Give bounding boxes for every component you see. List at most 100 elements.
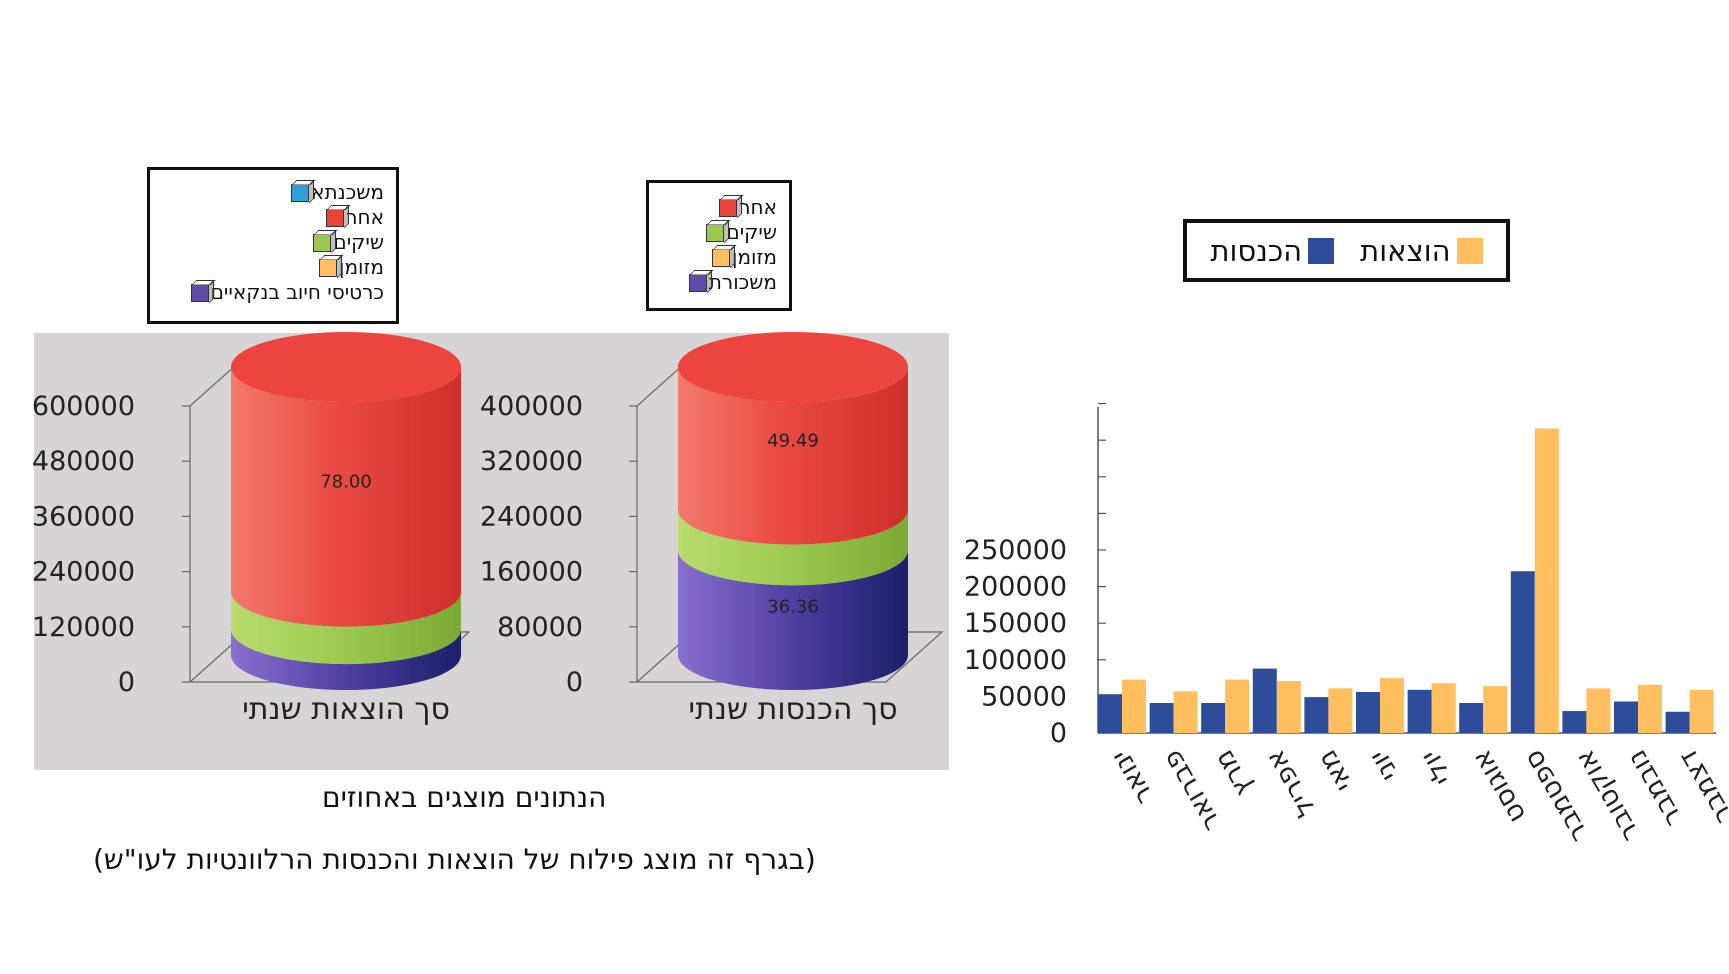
- legend-cube-icon: [719, 198, 738, 217]
- income-bar-7: [1407, 689, 1432, 733]
- expenses-bar-9: [1534, 428, 1559, 733]
- expenses-segment-אחר: [231, 367, 461, 627]
- month-label: מאי: [1311, 745, 1359, 797]
- chart-description: (בגרף זה מוצג פילוח של הוצאות והכנסות הר…: [93, 843, 816, 876]
- income-legend: אחר שיקים מזומן משכורת: [646, 180, 792, 311]
- monthly-tick-label: 150000: [964, 608, 1067, 639]
- month-label: יוני: [1363, 745, 1405, 787]
- expenses-category-label: סך הוצאות שנתי: [242, 692, 450, 727]
- legend-label-expenses: הוצאות: [1360, 233, 1451, 268]
- legend-cube-icon: [712, 248, 730, 267]
- monthly-legend: הוצאות הכנסות: [1183, 219, 1510, 282]
- expenses-bar-8: [1483, 686, 1508, 733]
- income-tick-label: 80000: [497, 612, 583, 643]
- income-data-label: 49.49: [767, 430, 819, 451]
- expenses-bar-2: [1173, 691, 1198, 733]
- income-bar-12: [1665, 711, 1690, 733]
- income-chart: 40000032000024000016000080000036.3614.14…: [480, 332, 944, 727]
- month-label: אוגוסט: [1466, 745, 1532, 829]
- expenses-bar-12: [1689, 689, 1714, 733]
- income-bar-10: [1562, 711, 1587, 733]
- percent-note: הנתונים מוצגים באחוזים: [322, 781, 607, 814]
- monthly-tick-label: 100000: [964, 645, 1067, 676]
- expenses-cylinder-top: [231, 332, 461, 402]
- legend-label: מזומן: [339, 255, 384, 279]
- expenses-bar-11: [1638, 684, 1662, 733]
- income-tick-label: 0: [566, 667, 583, 698]
- expenses-tick-label: 360000: [32, 501, 135, 532]
- expenses-bar-1: [1122, 679, 1146, 733]
- income-bar-5: [1304, 697, 1329, 733]
- monthly-tick-label: 50000: [981, 681, 1067, 712]
- legend-label: שיקים: [333, 230, 384, 254]
- legend-item: מזומן: [649, 245, 777, 270]
- income-bar-6: [1356, 692, 1380, 733]
- month-label: אפריל: [1260, 745, 1323, 822]
- expenses-tick-label: 480000: [32, 446, 135, 477]
- month-label: יולי: [1415, 745, 1459, 791]
- income-category-label: סך הכנסות שנתי: [688, 692, 897, 727]
- income-bar-2: [1149, 702, 1174, 733]
- expenses-legend: משכנתא אחר שיקים מזומן כרטיסי חיוב בנקאיים: [147, 167, 399, 324]
- income-bar-1: [1098, 694, 1122, 733]
- legend-cube-icon: [190, 283, 209, 302]
- legend-item: מזומן: [150, 255, 384, 280]
- legend-label: מזומן: [732, 245, 777, 269]
- legend-cube-icon: [319, 258, 337, 277]
- expenses-tick-label: 240000: [32, 557, 135, 588]
- legend-label: אחר: [739, 195, 777, 219]
- expenses-bar-4: [1276, 681, 1301, 733]
- legend-item: אחר: [150, 205, 384, 230]
- legend-item: משכנתא: [150, 180, 384, 205]
- legend-cube-icon: [291, 183, 310, 202]
- legend-item: כרטיסי חיוב בנקאיים: [150, 280, 384, 305]
- legend-swatch-expenses: [1456, 237, 1483, 264]
- legend-item: שיקים: [150, 230, 384, 255]
- income-tick-label: 160000: [480, 557, 583, 588]
- legend-item: משכורת: [649, 270, 777, 295]
- income-bar-8: [1459, 702, 1484, 733]
- expenses-bar-7: [1431, 683, 1456, 733]
- legend-item: אחר: [649, 195, 777, 220]
- legend-label: שיקים: [726, 220, 777, 244]
- income-tick-label: 400000: [480, 391, 583, 422]
- monthly-tick-label: 250000: [964, 535, 1067, 566]
- expenses-segment-שיקים: [231, 591, 461, 665]
- income-data-label: 36.36: [767, 597, 819, 618]
- income-bar-4: [1252, 668, 1277, 733]
- monthly-tick-label: 200000: [964, 572, 1067, 603]
- expenses-tick-label: 120000: [32, 612, 135, 643]
- legend-label-income: הכנסות: [1210, 233, 1303, 268]
- legend-label: משכורת: [708, 270, 777, 294]
- expenses-bar-10: [1586, 688, 1611, 733]
- income-bar-3: [1201, 702, 1226, 733]
- income-tick-label: 320000: [480, 446, 583, 477]
- month-label: ינואר: [1105, 745, 1161, 810]
- income-segment-אחר: [678, 367, 908, 545]
- income-cylinder-top: [678, 332, 908, 402]
- expenses-bar-6: [1380, 678, 1404, 733]
- legend-label: אחר: [346, 205, 384, 229]
- income-bar-11: [1614, 701, 1638, 733]
- expenses-bar-5: [1328, 688, 1353, 733]
- expenses-tick-label: 0: [118, 667, 135, 698]
- income-segment-שיקים: [678, 509, 908, 586]
- legend-cube-icon: [326, 208, 345, 227]
- income-bar-9: [1510, 571, 1535, 733]
- legend-cube-icon: [688, 273, 707, 292]
- income-tick-label: 240000: [480, 501, 583, 532]
- expenses-data-label: 78.00: [320, 471, 372, 492]
- income-segment-משכורת: [678, 550, 908, 690]
- legend-cube-icon: [313, 233, 332, 252]
- legend-item-expenses: הוצאות: [1360, 233, 1483, 268]
- legend-label: משכנתא: [311, 180, 384, 204]
- expenses-segment-כרטיסי-חיוב-בנקאיים: [231, 629, 461, 690]
- legend-item-income: הכנסות: [1210, 233, 1335, 268]
- monthly-tick-label: 0: [1050, 718, 1067, 749]
- expenses-tick-label: 600000: [32, 391, 135, 422]
- month-label: מרץ: [1208, 745, 1259, 802]
- expenses-bar-3: [1225, 679, 1250, 733]
- legend-swatch-income: [1308, 237, 1335, 264]
- legend-label: כרטיסי חיוב בנקאיים: [210, 280, 384, 304]
- legend-item: שיקים: [649, 220, 777, 245]
